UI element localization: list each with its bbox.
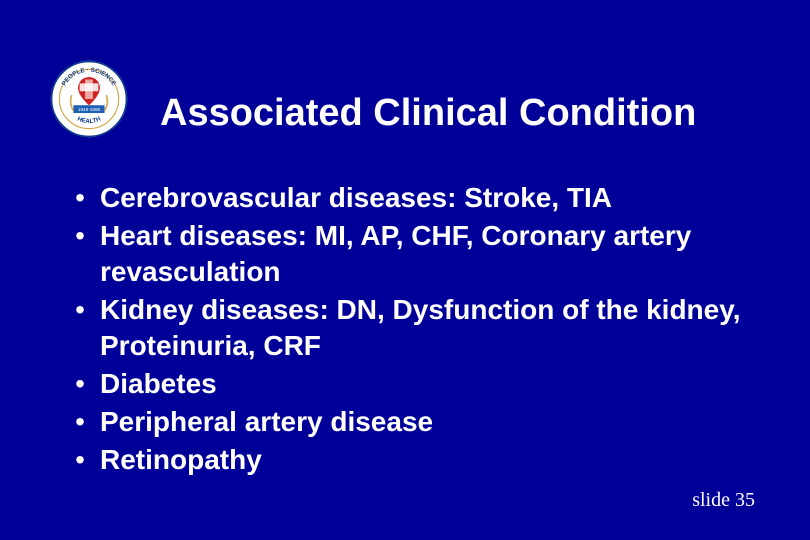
bullet-item: •Kidney diseases: DN, Dysfunction of the… bbox=[60, 292, 750, 364]
bullet-text: Kidney diseases: DN, Dysfunction of the … bbox=[100, 292, 750, 364]
bullet-marker: • bbox=[60, 404, 100, 440]
footer-number: 35 bbox=[735, 489, 755, 511]
bullet-marker: • bbox=[60, 292, 100, 328]
bullet-text: Heart diseases: MI, AP, CHF, Coronary ar… bbox=[100, 218, 750, 290]
bullet-marker: • bbox=[60, 366, 100, 402]
bullet-marker: • bbox=[60, 218, 100, 254]
bullet-text: Peripheral artery disease bbox=[100, 404, 750, 440]
bullet-list: •Cerebrovascular diseases: Stroke, TIA•H… bbox=[60, 180, 750, 480]
slide-title: Associated Clinical Condition bbox=[160, 92, 696, 135]
logo-year-text: 1948-1998 bbox=[78, 107, 101, 112]
bullet-item: •Retinopathy bbox=[60, 442, 750, 478]
footer-label: slide bbox=[692, 489, 730, 511]
bullet-item: •Heart diseases: MI, AP, CHF, Coronary a… bbox=[60, 218, 750, 290]
bullet-item: •Diabetes bbox=[60, 366, 750, 402]
org-logo: PEOPLE · SCIENCE HEALTH 1948-1998 bbox=[50, 60, 128, 138]
bullet-item: •Peripheral artery disease bbox=[60, 404, 750, 440]
bullet-marker: • bbox=[60, 180, 100, 216]
bullet-text: Retinopathy bbox=[100, 442, 750, 478]
bullet-marker: • bbox=[60, 442, 100, 478]
bullet-text: Cerebrovascular diseases: Stroke, TIA bbox=[100, 180, 750, 216]
bullet-text: Diabetes bbox=[100, 366, 750, 402]
bullet-item: •Cerebrovascular diseases: Stroke, TIA bbox=[60, 180, 750, 216]
slide-number: slide 35 bbox=[692, 489, 755, 512]
